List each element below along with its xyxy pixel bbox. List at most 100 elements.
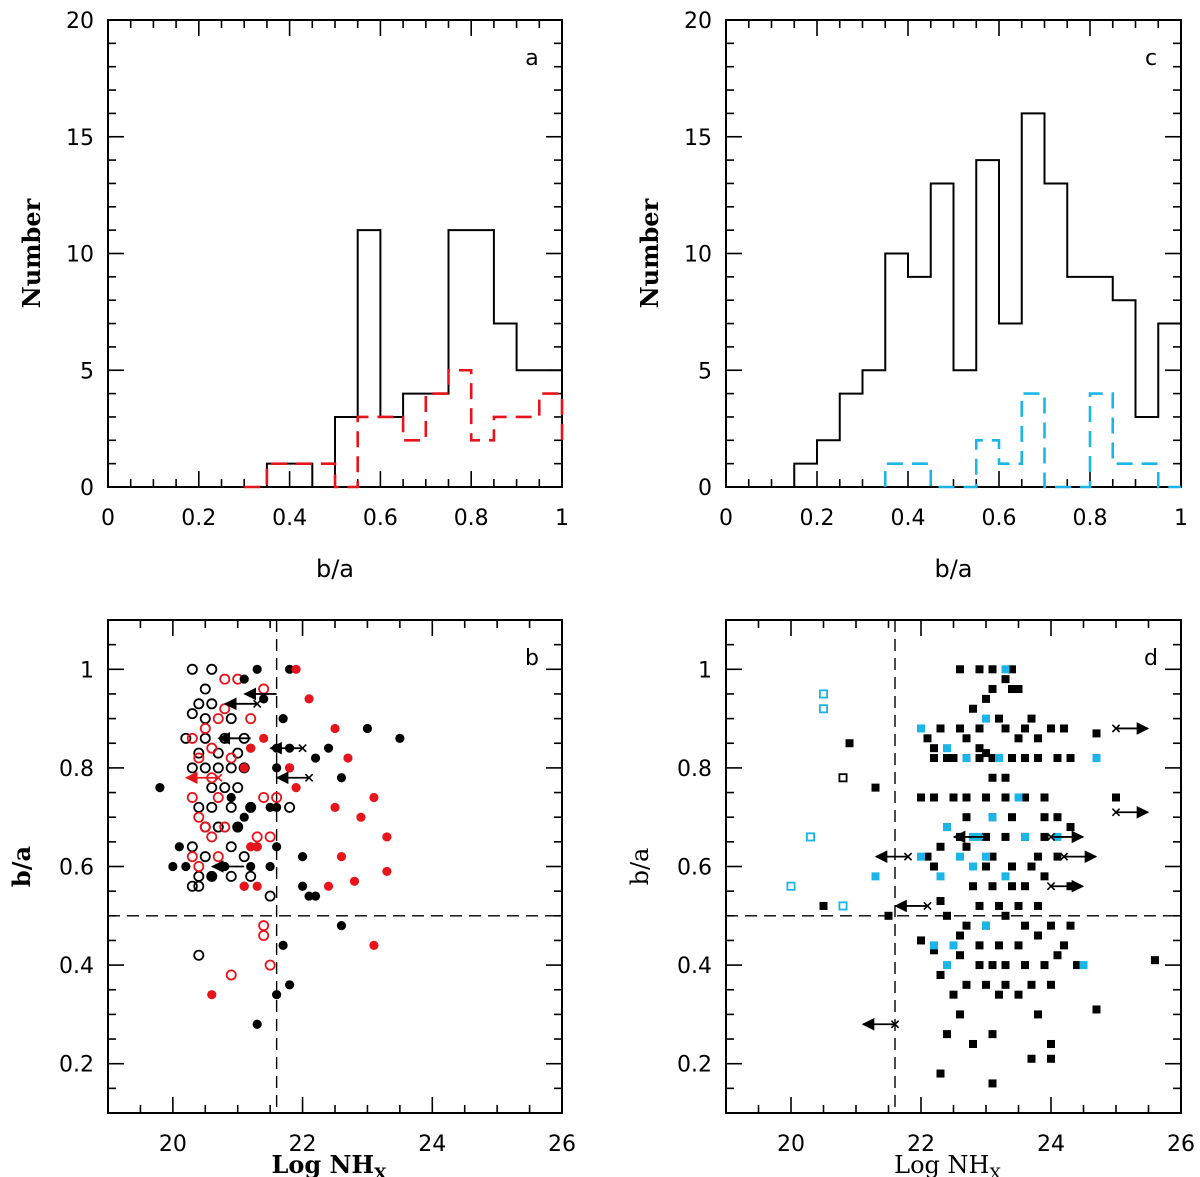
data-point-filled-square xyxy=(1066,823,1075,832)
data-point-filled-square xyxy=(1001,724,1010,733)
limit-cross-marker xyxy=(1059,852,1069,861)
y-axis-label: b/a xyxy=(626,848,654,886)
y-tick-label: 15 xyxy=(66,126,94,151)
data-point-open-circle xyxy=(206,801,218,813)
y-tick-label: 10 xyxy=(66,243,94,268)
data-point-filled-circle xyxy=(226,792,236,803)
data-point-filled-square xyxy=(1073,961,1081,970)
x-tick-label: 24 xyxy=(1037,1132,1065,1157)
data-point-filled-circle xyxy=(259,694,269,704)
data-point-filled-square xyxy=(995,754,1003,763)
data-point-open-square xyxy=(819,704,829,714)
data-point-filled-square xyxy=(943,744,951,753)
data-point-filled-circle xyxy=(272,990,282,1000)
data-point-filled-square xyxy=(936,724,945,733)
x-axis-label-subscript: X xyxy=(374,1164,387,1177)
data-point-filled-square xyxy=(988,1079,997,1088)
data-point-filled-square xyxy=(1053,852,1062,861)
data-point-filled-square xyxy=(1060,724,1068,733)
data-point-filled-square xyxy=(1092,1005,1101,1014)
data-point-filled-circle xyxy=(265,802,275,812)
data-point-open-circle xyxy=(219,821,231,833)
data-point-filled-circle xyxy=(246,802,256,812)
panel-label: c xyxy=(1145,46,1157,71)
data-point-filled-square xyxy=(936,970,945,979)
x-tick-label: 0.8 xyxy=(454,506,489,531)
data-point-filled-square xyxy=(1027,1054,1036,1063)
data-point-filled-square xyxy=(1021,724,1029,733)
data-point-filled-square xyxy=(988,852,997,861)
data-point-filled-square xyxy=(975,961,984,970)
data-point-filled-circle xyxy=(330,723,340,734)
data-point-filled-square xyxy=(988,773,997,782)
data-point-filled-square xyxy=(1001,961,1010,970)
data-point-filled-circle xyxy=(330,802,340,812)
data-point-open-circle xyxy=(212,713,224,725)
data-point-filled-circle xyxy=(323,881,334,891)
data-point-filled-circle xyxy=(278,714,288,724)
data-point-open-circle xyxy=(258,791,270,803)
data-point-open-circle xyxy=(225,713,237,725)
data-point-filled-square xyxy=(982,980,990,989)
data-point-open-circle xyxy=(251,831,263,843)
data-point-filled-circle xyxy=(336,921,347,931)
data-point-open-circle xyxy=(258,930,270,942)
data-point-open-circle xyxy=(258,920,270,932)
data-point-filled-square xyxy=(975,665,984,674)
data-point-filled-circle xyxy=(382,866,392,877)
data-point-open-circle xyxy=(199,732,211,744)
data-point-open-circle xyxy=(212,747,224,759)
data-point-filled-square xyxy=(982,852,990,861)
y-tick-label: 0 xyxy=(698,476,712,501)
x-axis-label: Log NHX xyxy=(271,1150,387,1177)
data-point-open-circle xyxy=(193,880,205,892)
x-axis-label: b/a xyxy=(934,555,972,583)
data-point-filled-square xyxy=(1014,685,1023,694)
data-point-filled-square xyxy=(988,813,997,822)
data-point-filled-square xyxy=(930,754,938,763)
data-point-filled-square xyxy=(1001,675,1010,684)
y-axis-label: b/a xyxy=(7,846,36,887)
data-point-filled-circle xyxy=(155,783,165,793)
data-point-filled-circle xyxy=(239,881,249,891)
data-point-open-circle xyxy=(186,732,198,744)
data-point-filled-square xyxy=(884,911,893,920)
data-point-filled-circle xyxy=(246,743,256,753)
data-point-filled-circle xyxy=(349,876,360,886)
data-point-filled-square xyxy=(936,1069,945,1078)
data-point-filled-square xyxy=(962,734,971,743)
data-point-filled-square xyxy=(988,882,997,891)
data-point-filled-square xyxy=(1021,882,1029,891)
data-point-filled-square xyxy=(923,734,932,743)
data-point-open-circle xyxy=(225,801,237,813)
y-axis-label: Number xyxy=(635,198,664,308)
data-point-filled-square xyxy=(917,793,925,802)
data-point-filled-circle xyxy=(252,1019,262,1029)
limit-cross-marker xyxy=(981,832,991,842)
data-point-filled-square xyxy=(969,704,977,713)
data-point-open-circle xyxy=(225,969,237,981)
data-point-open-circle xyxy=(219,673,231,685)
data-point-filled-square xyxy=(943,754,951,763)
data-point-open-circle xyxy=(284,801,296,813)
x-tick-label: 0.6 xyxy=(363,506,398,531)
data-point-filled-circle xyxy=(252,664,262,674)
data-point-open-circle xyxy=(193,801,205,813)
data-point-open-circle xyxy=(206,831,218,843)
panel-label: a xyxy=(525,46,538,71)
data-point-filled-circle xyxy=(278,940,288,950)
data-point-open-circle xyxy=(186,851,198,863)
data-point-filled-square xyxy=(943,823,951,832)
histogram-solid-series xyxy=(265,229,563,488)
data-point-open-circle xyxy=(193,752,205,764)
data-point-filled-square xyxy=(949,754,958,763)
data-point-filled-square xyxy=(1001,832,1010,841)
data-point-filled-circle xyxy=(285,763,295,773)
data-point-filled-circle xyxy=(207,871,217,881)
data-point-open-circle xyxy=(264,959,276,971)
data-point-filled-square xyxy=(962,842,971,851)
data-point-filled-circle xyxy=(252,842,262,852)
data-point-filled-circle xyxy=(336,852,347,862)
